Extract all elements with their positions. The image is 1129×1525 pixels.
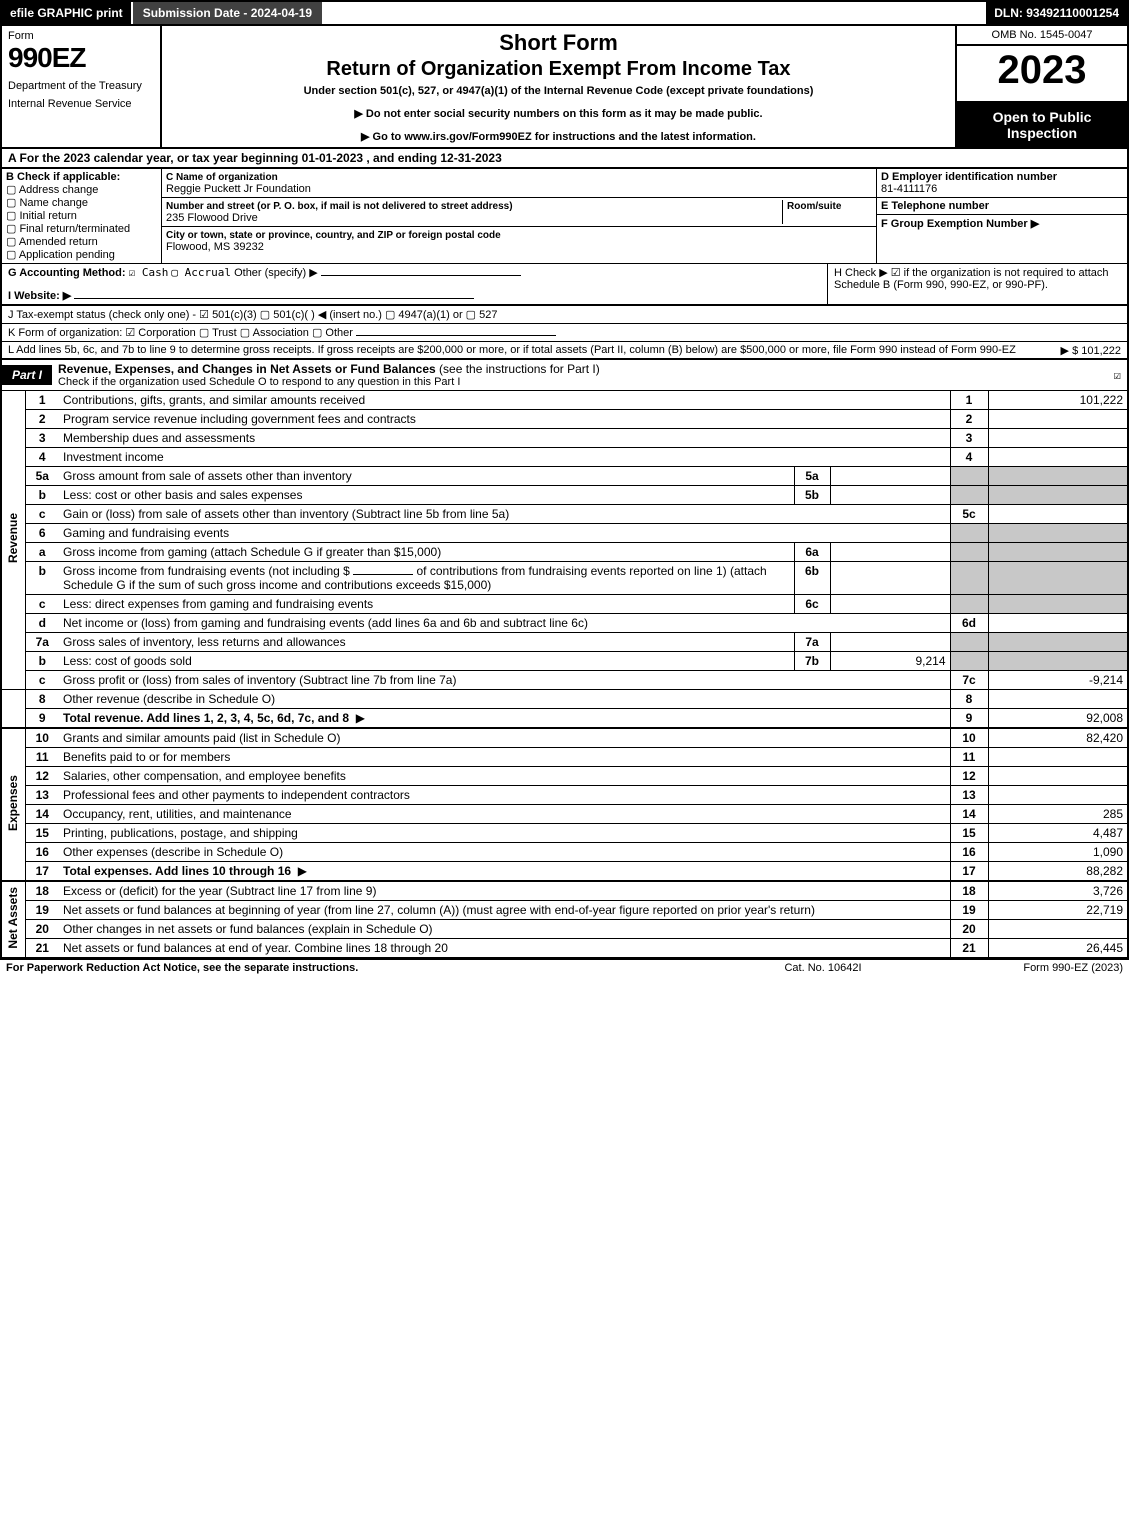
chk-accrual[interactable]: ▢ Accrual [171, 266, 231, 279]
part-1-table: Revenue 1 Contributions, gifts, grants, … [0, 391, 1129, 959]
row-j: J Tax-exempt status (check only one) - ☑… [0, 306, 1129, 323]
part-1-header: Part I Revenue, Expenses, and Changes in… [0, 360, 1129, 391]
city: Flowood, MS 39232 [166, 241, 264, 253]
row-l: L Add lines 5b, 6c, and 7b to line 9 to … [0, 341, 1129, 360]
expenses-label: Expenses [6, 775, 20, 831]
other-specify-blank[interactable] [321, 275, 521, 276]
ein-label: D Employer identification number [881, 171, 1057, 183]
line-15-value: 4,487 [988, 824, 1128, 843]
ein: 81-4111176 [881, 183, 937, 195]
line-2-value [988, 410, 1128, 429]
form-word: Form [8, 30, 154, 42]
cat-no: Cat. No. 10642I [723, 962, 923, 974]
line-16-value: 1,090 [988, 843, 1128, 862]
part-1-paren: (see the instructions for Part I) [439, 362, 600, 376]
group-label: F Group Exemption Number ▶ [881, 218, 1039, 230]
netassets-label: Net Assets [6, 887, 20, 949]
org-name: Reggie Puckett Jr Foundation [166, 183, 311, 195]
box-c: C Name of organization Reggie Puckett Jr… [162, 169, 877, 263]
part-1-title: Revenue, Expenses, and Changes in Net As… [58, 362, 436, 376]
submission-date: Submission Date - 2024-04-19 [131, 2, 322, 24]
ssn-warning: ▶ Do not enter social security numbers o… [168, 107, 949, 120]
part-1-check[interactable]: ☑ [1114, 368, 1127, 382]
chk-pending[interactable]: ▢ Application pending [6, 248, 157, 261]
dept-treasury: Department of the Treasury [8, 80, 154, 92]
tax-year: 2023 [957, 46, 1127, 103]
chk-amended[interactable]: ▢ Amended return [6, 235, 157, 248]
omb-number: OMB No. 1545-0047 [957, 26, 1127, 46]
chk-address[interactable]: ▢ Address change [6, 183, 157, 196]
form-header: Form 990EZ Department of the Treasury In… [0, 26, 1129, 149]
line-21-value: 26,445 [988, 939, 1128, 959]
revenue-label: Revenue [6, 513, 20, 563]
room-label: Room/suite [787, 201, 841, 212]
line-9-value: 92,008 [988, 709, 1128, 729]
line-7c-value: -9,214 [988, 671, 1128, 690]
instructions-link[interactable]: ▶ Go to www.irs.gov/Form990EZ for instru… [168, 130, 949, 143]
form-subtitle: Under section 501(c), 527, or 4947(a)(1)… [168, 85, 949, 97]
efile-label[interactable]: efile GRAPHIC print [2, 2, 131, 24]
street-label: Number and street (or P. O. box, if mail… [166, 201, 513, 212]
chk-initial[interactable]: ▢ Initial return [6, 209, 157, 222]
other-specify: Other (specify) ▶ [234, 267, 318, 279]
dept-irs: Internal Revenue Service [8, 98, 154, 110]
open-inspection: Open to Public Inspection [957, 103, 1127, 147]
street: 235 Flowood Drive [166, 212, 258, 224]
box-b: B Check if applicable: ▢ Address change … [2, 169, 162, 263]
line-18-value: 3,726 [988, 881, 1128, 901]
row-g: G Accounting Method: ☑ Cash ▢ Accrual Ot… [8, 266, 821, 279]
line-1-value: 101,222 [988, 391, 1128, 410]
chk-cash[interactable]: ☑ Cash [129, 266, 169, 279]
line-19-value: 22,719 [988, 901, 1128, 920]
box-b-header: B Check if applicable: [6, 171, 120, 183]
other-org-blank[interactable] [356, 335, 556, 336]
row-h: H Check ▶ ☑ if the organization is not r… [827, 264, 1127, 304]
row-k: K Form of organization: ☑ Corporation ▢ … [0, 323, 1129, 341]
line-14-value: 285 [988, 805, 1128, 824]
part-1-sub: Check if the organization used Schedule … [58, 376, 1108, 388]
row-i: I Website: ▶ [8, 289, 821, 302]
org-name-label: C Name of organization [166, 172, 278, 183]
form-title-2: Return of Organization Exempt From Incom… [168, 58, 949, 81]
gross-receipts: ▶ $ 101,222 [1061, 344, 1121, 357]
form-title-1: Short Form [168, 30, 949, 56]
header-block-bcdef: B Check if applicable: ▢ Address change … [0, 169, 1129, 263]
top-bar: efile GRAPHIC print Submission Date - 20… [0, 0, 1129, 26]
chk-final[interactable]: ▢ Final return/terminated [6, 222, 157, 235]
dln-label: DLN: 93492110001254 [986, 2, 1127, 24]
page-footer: For Paperwork Reduction Act Notice, see … [0, 959, 1129, 976]
line-7b-subvalue: 9,214 [830, 652, 950, 671]
paperwork-notice: For Paperwork Reduction Act Notice, see … [6, 962, 723, 974]
website-blank[interactable] [74, 298, 474, 299]
form-ref: Form 990-EZ (2023) [923, 962, 1123, 974]
part-1-tag: Part I [2, 365, 52, 385]
line-17-value: 88,282 [988, 862, 1128, 882]
city-label: City or town, state or province, country… [166, 230, 501, 241]
box-def: D Employer identification number 81-4111… [877, 169, 1127, 263]
chk-name[interactable]: ▢ Name change [6, 196, 157, 209]
form-number: 990EZ [8, 42, 154, 74]
line-10-value: 82,420 [988, 728, 1128, 748]
row-ghi: G Accounting Method: ☑ Cash ▢ Accrual Ot… [0, 263, 1129, 306]
row-a-tax-year: A For the 2023 calendar year, or tax yea… [0, 149, 1129, 169]
tel-label: E Telephone number [881, 200, 989, 212]
